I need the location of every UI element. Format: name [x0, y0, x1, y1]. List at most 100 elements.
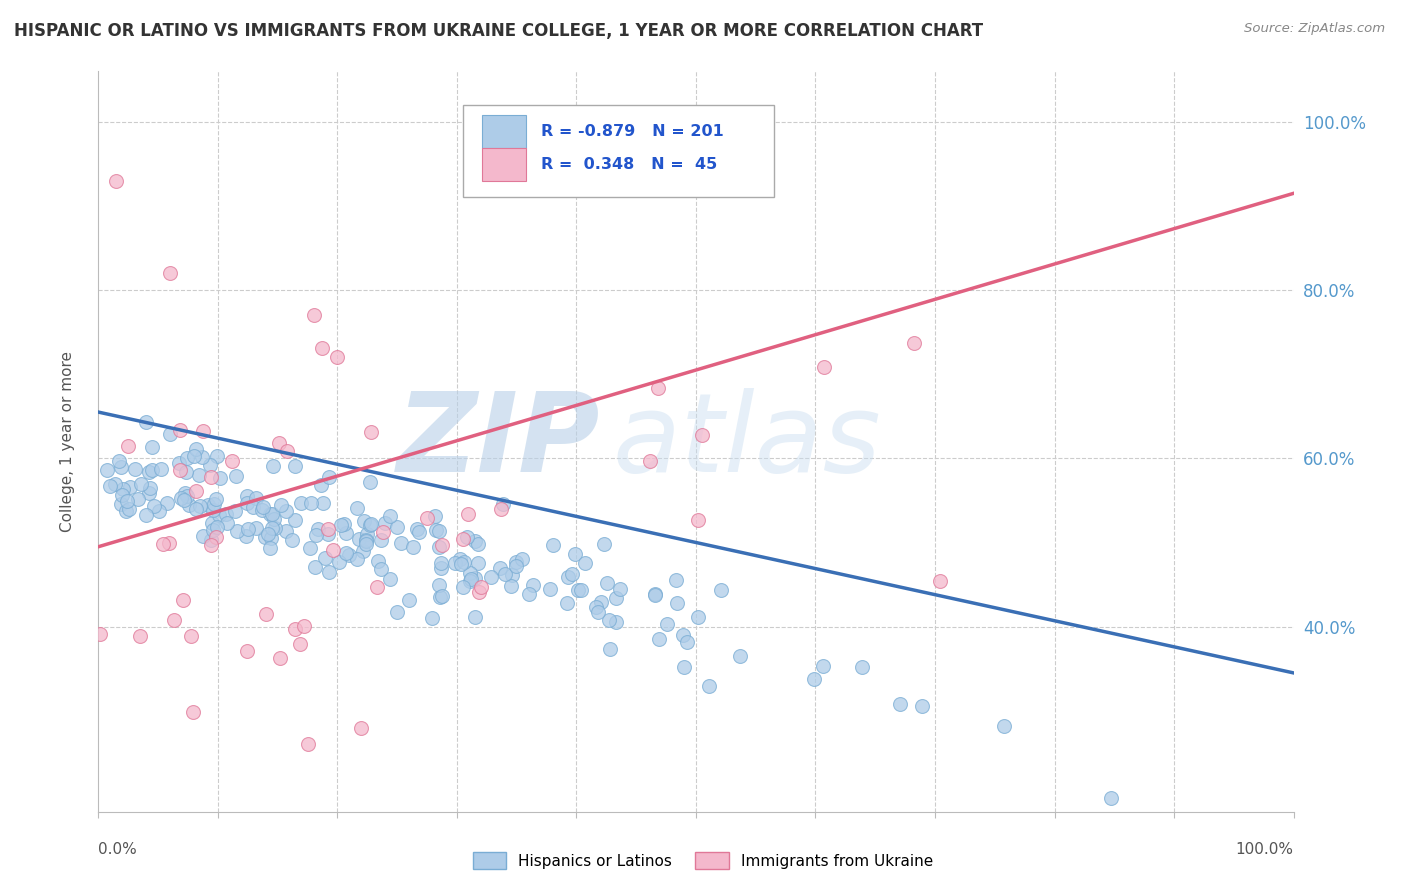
Point	[460, 572, 482, 586]
Point	[489, 501, 512, 516]
Point	[686, 609, 709, 624]
Point	[464, 534, 486, 549]
Point	[467, 556, 489, 570]
Point	[281, 533, 304, 548]
Point	[813, 359, 835, 374]
Point	[352, 544, 374, 558]
Point	[730, 649, 752, 664]
Point	[322, 543, 344, 558]
Point	[665, 573, 688, 587]
Point	[200, 538, 222, 552]
Point	[118, 501, 141, 516]
Point	[690, 427, 713, 442]
Point	[337, 548, 360, 562]
Point	[163, 614, 186, 628]
Point	[316, 522, 339, 536]
Point	[205, 520, 228, 534]
Point	[903, 335, 925, 350]
Point	[269, 436, 291, 450]
Point	[517, 587, 540, 601]
Point	[235, 489, 257, 503]
Point	[605, 591, 627, 606]
Point	[314, 551, 336, 566]
Point	[564, 548, 586, 562]
Point	[138, 465, 160, 479]
Point	[596, 576, 619, 591]
Point	[555, 596, 578, 610]
Point	[350, 721, 373, 735]
Point	[142, 499, 165, 513]
Point	[170, 491, 193, 505]
Point	[609, 582, 631, 597]
Text: R = -0.879   N = 201: R = -0.879 N = 201	[541, 124, 723, 139]
Point	[256, 526, 278, 541]
Point	[510, 551, 533, 566]
Point	[135, 415, 157, 429]
Point	[188, 499, 211, 513]
Point	[245, 520, 267, 534]
Point	[260, 531, 283, 545]
Point	[353, 514, 375, 528]
Point	[187, 468, 209, 483]
Point	[108, 454, 131, 468]
Point	[432, 589, 454, 603]
Point	[349, 533, 371, 547]
FancyBboxPatch shape	[463, 104, 773, 197]
Point	[366, 580, 388, 594]
Point	[360, 425, 382, 439]
Point	[312, 496, 335, 510]
Point	[167, 456, 190, 470]
Text: 100.0%: 100.0%	[1236, 842, 1294, 857]
Point	[699, 679, 721, 693]
Point	[172, 593, 194, 607]
Point	[541, 538, 564, 552]
Point	[494, 567, 516, 582]
Point	[605, 615, 627, 629]
Point	[561, 567, 583, 582]
Point	[408, 525, 430, 540]
Point	[198, 458, 221, 472]
Point	[335, 525, 357, 540]
Text: 0.0%: 0.0%	[98, 842, 138, 857]
Point	[274, 504, 297, 518]
Point	[124, 461, 146, 475]
Point	[655, 617, 678, 632]
Point	[354, 537, 377, 551]
Point	[135, 508, 157, 523]
Point	[311, 341, 333, 355]
Point	[1099, 790, 1122, 805]
Point	[202, 523, 225, 537]
Point	[235, 528, 257, 542]
Point	[181, 705, 204, 719]
Point	[470, 580, 492, 594]
Point	[104, 477, 127, 491]
Point	[360, 517, 382, 532]
Point	[427, 524, 450, 538]
Point	[288, 637, 311, 651]
Point	[492, 497, 515, 511]
Point	[156, 496, 179, 510]
Point	[111, 488, 134, 502]
Point	[169, 424, 191, 438]
Point	[284, 622, 307, 636]
Point	[298, 541, 321, 555]
Point	[380, 509, 402, 524]
Point	[538, 582, 561, 596]
Text: R =  0.348   N =  45: R = 0.348 N = 45	[541, 157, 717, 172]
Point	[193, 529, 215, 543]
Point	[184, 442, 207, 457]
Point	[186, 483, 208, 498]
Point	[208, 508, 231, 522]
Point	[184, 502, 207, 516]
Point	[100, 479, 122, 493]
Point	[262, 507, 284, 521]
Point	[274, 524, 297, 539]
Point	[197, 498, 219, 512]
Point	[118, 480, 141, 494]
Point	[373, 524, 395, 539]
Point	[299, 496, 322, 510]
Point	[110, 460, 132, 475]
Point	[370, 533, 392, 547]
Point	[205, 449, 228, 463]
Point	[316, 526, 339, 541]
